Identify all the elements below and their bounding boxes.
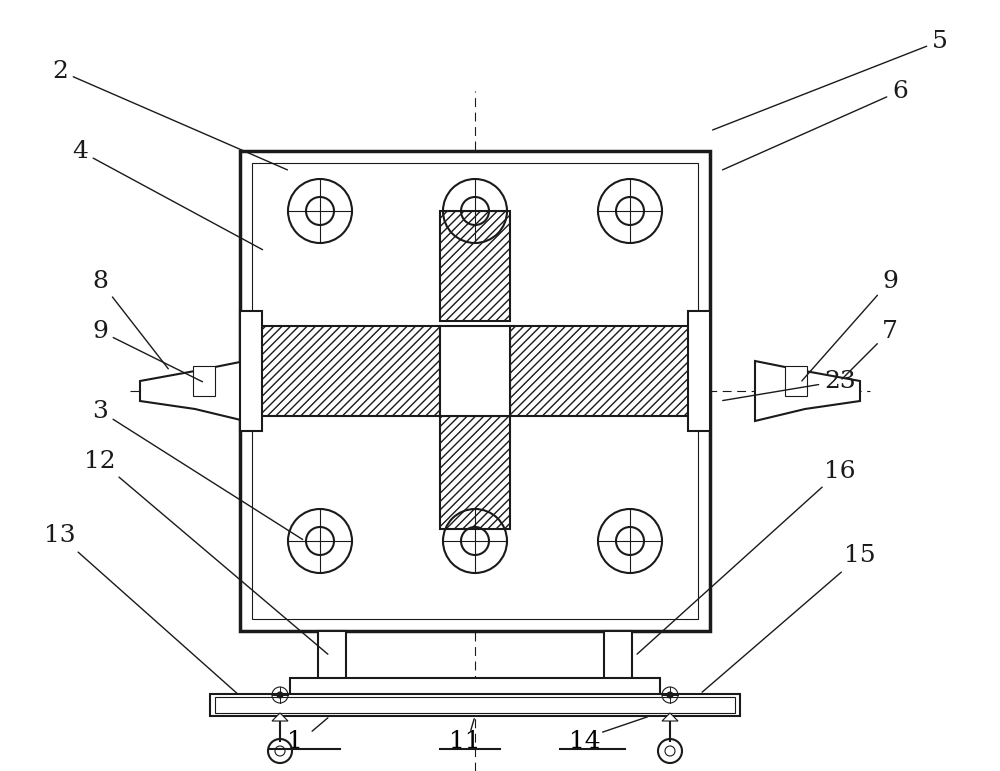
Bar [440,416,510,529]
Text: 3: 3 [92,399,303,540]
Bar [215,697,735,713]
Text: 9: 9 [802,270,898,381]
Bar [252,163,698,619]
Bar [290,678,660,696]
Bar [510,326,690,416]
Text: 8: 8 [92,270,168,369]
Polygon shape [140,361,245,421]
Text: 11: 11 [449,729,481,752]
Polygon shape [755,361,860,421]
Text: 2: 2 [52,59,287,170]
Bar [440,326,510,416]
Text: 5: 5 [713,29,948,130]
Bar [440,211,510,321]
Text: 13: 13 [44,524,238,694]
Text: 12: 12 [84,449,328,655]
Bar [240,311,262,431]
Circle shape [277,692,283,698]
Text: 1: 1 [287,729,303,752]
Text: 16: 16 [637,460,856,654]
Circle shape [667,692,673,698]
Text: 6: 6 [723,79,908,170]
Bar [604,631,632,681]
Text: 15: 15 [702,544,876,692]
Bar [318,631,346,681]
Polygon shape [662,713,678,721]
Bar [240,151,710,631]
Text: 14: 14 [569,729,601,752]
Bar [193,366,215,396]
Bar [688,311,710,431]
Text: 7: 7 [842,319,898,379]
Text: 23: 23 [723,369,856,401]
Bar [210,694,740,716]
Text: 9: 9 [92,319,203,382]
Text: 4: 4 [72,140,263,250]
Bar [260,326,440,416]
Polygon shape [272,713,288,721]
Bar [785,366,807,396]
